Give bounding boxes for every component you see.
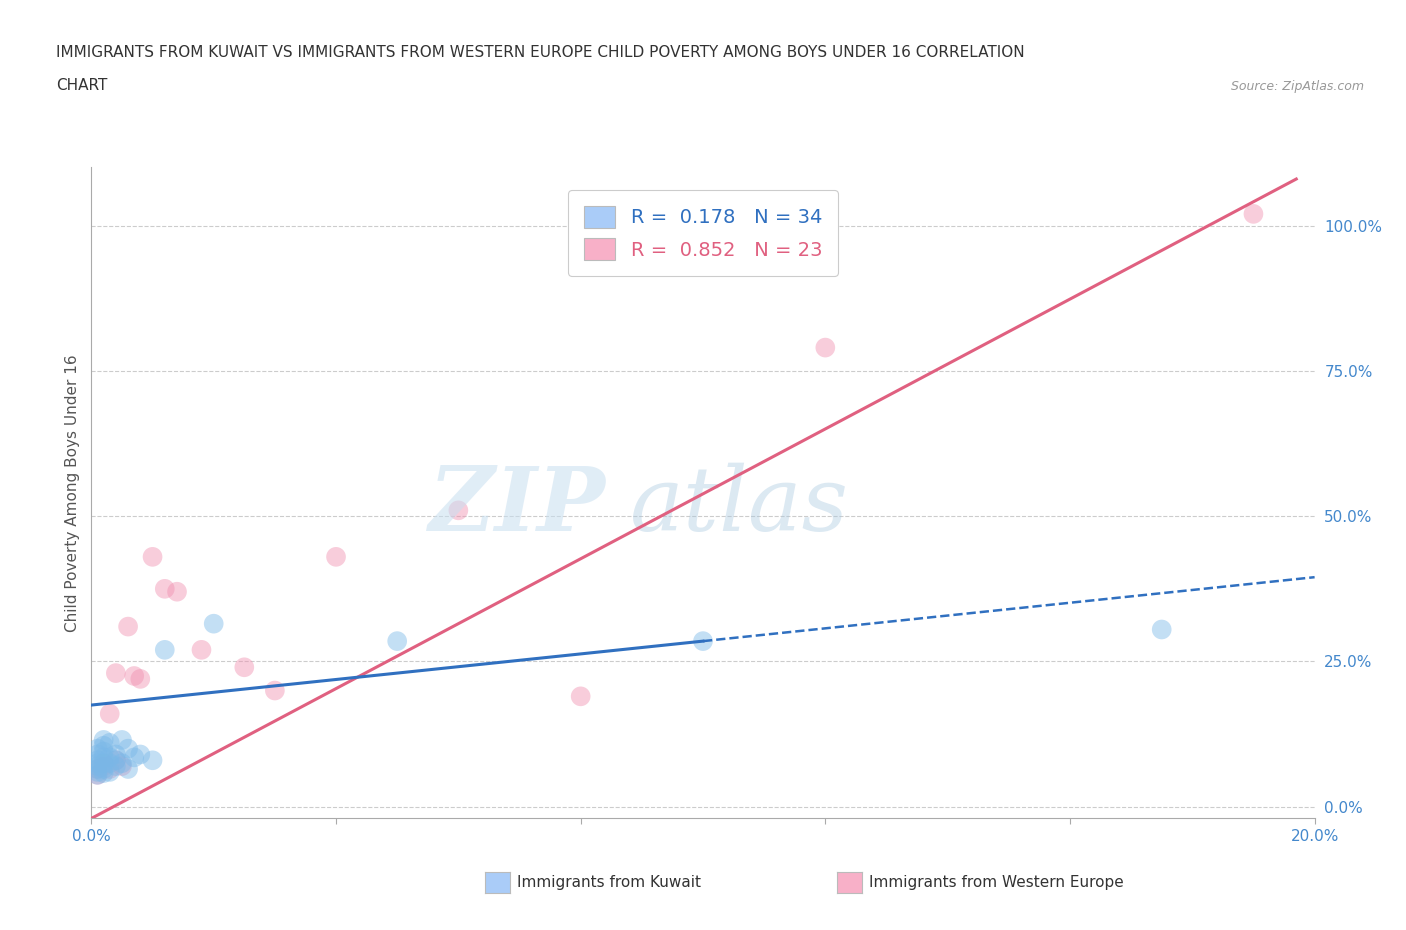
Text: Source: ZipAtlas.com: Source: ZipAtlas.com xyxy=(1230,80,1364,93)
Point xyxy=(1243,206,1265,221)
Point xyxy=(264,684,287,698)
Point xyxy=(117,741,139,756)
Point xyxy=(104,666,127,681)
Text: Immigrants from Western Europe: Immigrants from Western Europe xyxy=(869,875,1123,890)
Point xyxy=(141,550,163,565)
Point xyxy=(104,753,127,768)
Point xyxy=(86,756,108,771)
Point xyxy=(98,736,121,751)
Point xyxy=(98,764,121,779)
Point xyxy=(93,765,115,780)
Point xyxy=(1150,622,1173,637)
Point xyxy=(93,738,115,753)
Point xyxy=(202,617,225,631)
Point xyxy=(166,584,188,599)
Text: CHART: CHART xyxy=(56,78,108,93)
Point xyxy=(93,759,115,774)
Point xyxy=(814,340,837,355)
Point xyxy=(569,689,592,704)
Point xyxy=(111,756,134,771)
Point xyxy=(98,707,121,722)
Point xyxy=(129,671,152,686)
Point xyxy=(129,747,152,762)
Point xyxy=(93,762,115,777)
Point xyxy=(153,581,176,596)
Point xyxy=(325,550,347,565)
Point xyxy=(117,762,139,777)
Point xyxy=(385,633,409,648)
Point xyxy=(141,753,163,768)
Text: atlas: atlas xyxy=(630,462,849,550)
Text: ZIP: ZIP xyxy=(429,462,605,550)
Point xyxy=(111,733,134,748)
Point xyxy=(190,643,212,658)
Point xyxy=(93,756,115,771)
Point xyxy=(233,660,256,675)
Point xyxy=(111,759,134,774)
Point xyxy=(98,750,121,764)
Point xyxy=(86,747,108,762)
Point xyxy=(86,764,108,779)
Point xyxy=(86,741,108,756)
Point xyxy=(692,633,714,648)
Point xyxy=(117,619,139,634)
Point xyxy=(122,750,145,764)
Point xyxy=(104,747,127,762)
Point xyxy=(86,767,108,782)
Point xyxy=(98,756,121,771)
Y-axis label: Child Poverty Among Boys Under 16: Child Poverty Among Boys Under 16 xyxy=(65,354,80,631)
Legend: R =  0.178   N = 34, R =  0.852   N = 23: R = 0.178 N = 34, R = 0.852 N = 23 xyxy=(568,190,838,276)
Point xyxy=(93,756,115,771)
Point xyxy=(98,762,121,777)
Point xyxy=(93,750,115,764)
Point xyxy=(93,744,115,759)
Point xyxy=(122,669,145,684)
Point xyxy=(86,767,108,782)
Point xyxy=(86,753,108,768)
Point xyxy=(86,762,108,777)
Point xyxy=(86,762,108,777)
Point xyxy=(104,753,127,768)
Point xyxy=(93,733,115,748)
Point xyxy=(104,759,127,774)
Point xyxy=(447,503,470,518)
Point xyxy=(86,759,108,774)
Text: IMMIGRANTS FROM KUWAIT VS IMMIGRANTS FROM WESTERN EUROPE CHILD POVERTY AMONG BOY: IMMIGRANTS FROM KUWAIT VS IMMIGRANTS FRO… xyxy=(56,46,1025,60)
Text: Immigrants from Kuwait: Immigrants from Kuwait xyxy=(517,875,702,890)
Point xyxy=(153,643,176,658)
